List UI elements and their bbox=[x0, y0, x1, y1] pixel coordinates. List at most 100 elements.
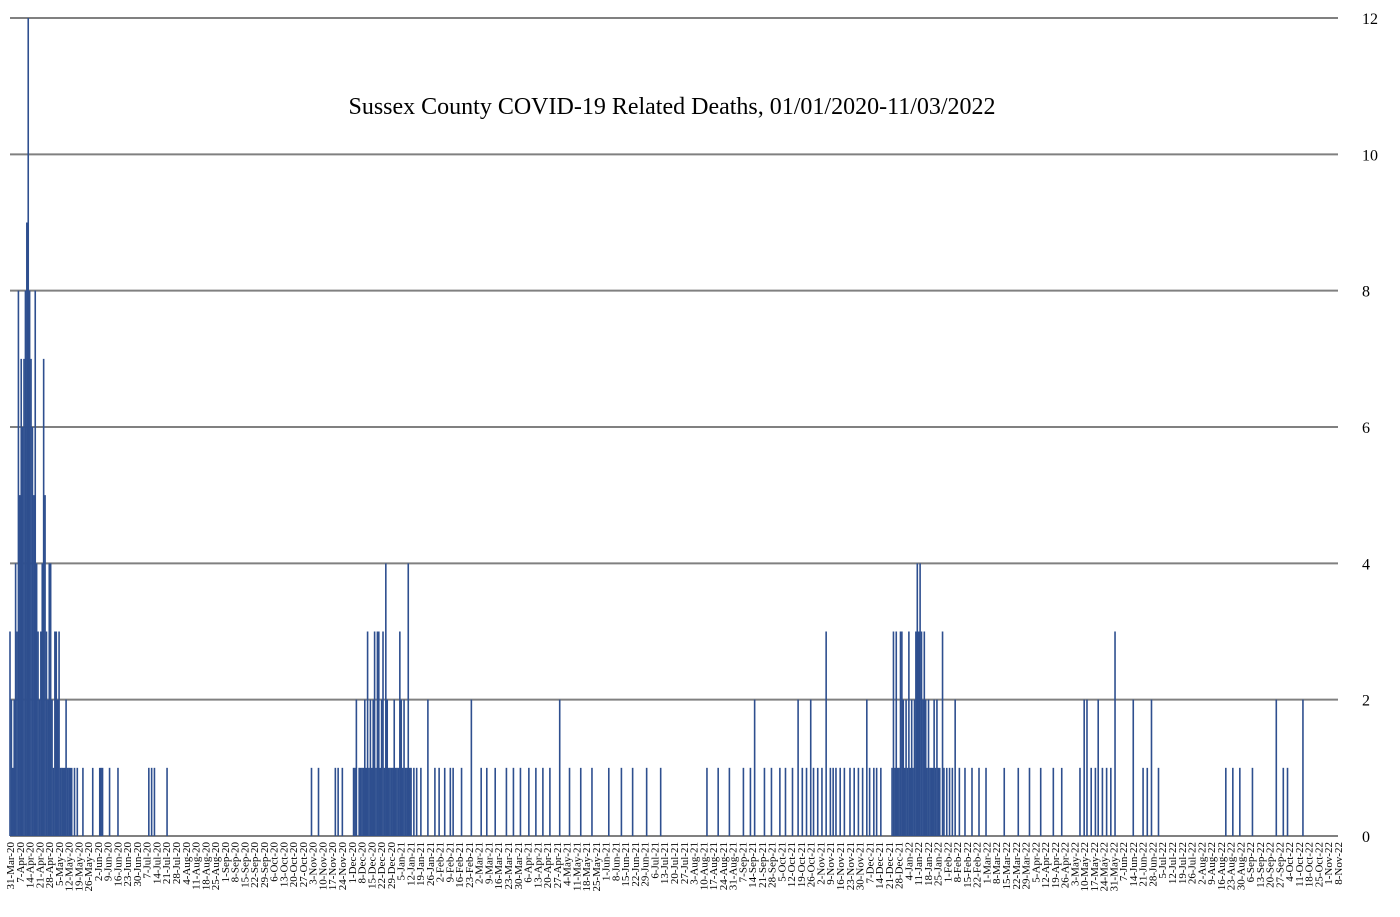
x-tick-label: 6-Oct-20 bbox=[269, 842, 281, 882]
x-tick-label: 6-Jul-21 bbox=[649, 842, 661, 879]
x-tick-label: 16-Mar-21 bbox=[493, 842, 505, 889]
x-tick-label: 30-Mar-21 bbox=[513, 842, 525, 889]
x-tick-label: 28-Jul-20 bbox=[171, 842, 183, 885]
x-tick-label: 22-Jun-21 bbox=[630, 842, 642, 887]
x-tick-label: 25-Aug-20 bbox=[210, 842, 222, 891]
x-tick-label: 7-Jun-22 bbox=[1118, 842, 1130, 881]
x-tick-label: 21-Jun-22 bbox=[1138, 842, 1150, 887]
x-tick-label: 25-Oct-22 bbox=[1313, 842, 1325, 887]
x-tick-label: 13-Oct-20 bbox=[278, 842, 290, 888]
x-tick-label: 18-Aug-20 bbox=[200, 842, 212, 891]
x-tick-label: 3-May-22 bbox=[1069, 842, 1081, 886]
x-tick-label: 5-Apr-22 bbox=[1030, 842, 1042, 883]
x-tick-label: 26-Oct-21 bbox=[806, 842, 818, 887]
x-tick-label: 18-Jan-22 bbox=[923, 842, 935, 886]
x-tick-label: 18-May-21 bbox=[581, 842, 593, 892]
y-tick-label: 6 bbox=[1362, 420, 1370, 437]
x-tick-label: 7-Apr-20 bbox=[15, 842, 27, 883]
x-tick-label: 15-Dec-20 bbox=[366, 842, 378, 890]
x-tick-label: 12-Oct-21 bbox=[786, 842, 798, 887]
x-tick-label: 22-Feb-22 bbox=[972, 842, 984, 888]
x-tick-label: 1-Sep-20 bbox=[220, 842, 232, 883]
x-tick-label: 29-Mar-22 bbox=[1021, 842, 1033, 889]
x-tick-label: 24-Nov-20 bbox=[337, 842, 349, 891]
x-tick-label: 10-Nov-20 bbox=[317, 842, 329, 891]
x-tick-label: 11-May-21 bbox=[571, 842, 583, 891]
x-tick-label: 28-Apr-20 bbox=[44, 842, 56, 889]
x-tick-label: 8-Mar-22 bbox=[991, 842, 1003, 884]
x-tick-label: 16-Jun-20 bbox=[112, 842, 124, 887]
x-tick-label: 14-Sep-21 bbox=[747, 842, 759, 888]
y-axis-ticks: 0 2 4 6 8 10 12 bbox=[1362, 11, 1378, 846]
x-tick-label: 8-Feb-22 bbox=[952, 842, 964, 882]
y-tick-label: 4 bbox=[1362, 556, 1370, 573]
x-tick-label: 9-Mar-21 bbox=[483, 842, 495, 884]
x-tick-label: 5-Oct-21 bbox=[776, 842, 788, 882]
x-tick-label: 26-Jul-22 bbox=[1187, 842, 1199, 884]
x-tick-label: 1-Mar-22 bbox=[981, 842, 993, 884]
x-tick-label: 2-Jun-20 bbox=[93, 842, 105, 882]
x-tick-label: 20-Oct-20 bbox=[288, 842, 300, 888]
x-tick-label: 4-Aug-20 bbox=[181, 842, 193, 885]
x-tick-label: 3-Aug-21 bbox=[689, 842, 701, 885]
x-tick-label: 16-Nov-21 bbox=[835, 842, 847, 890]
x-tick-label: 19-Apr-22 bbox=[1050, 842, 1062, 888]
x-tick-label: 7-Sep-21 bbox=[737, 842, 749, 882]
x-tick-label: 2-Mar-21 bbox=[474, 842, 486, 884]
x-tick-label: 8-Nov-22 bbox=[1333, 842, 1345, 885]
x-tick-label: 19-Oct-21 bbox=[796, 842, 808, 887]
x-tick-label: 21-Sep-21 bbox=[757, 842, 769, 888]
x-tick-label: 29-Dec-20 bbox=[386, 842, 398, 890]
x-tick-label: 9-Jun-20 bbox=[103, 842, 115, 882]
x-tick-label: 8-Jun-21 bbox=[610, 842, 622, 881]
y-tick-label: 0 bbox=[1362, 829, 1370, 846]
x-tick-label: 30-Aug-22 bbox=[1235, 842, 1247, 890]
x-tick-label: 30-Nov-21 bbox=[855, 842, 867, 890]
x-tick-label: 28-Sep-21 bbox=[767, 842, 779, 888]
x-tick-label: 6-Apr-21 bbox=[523, 842, 535, 883]
x-tick-label: 7-Dec-21 bbox=[864, 842, 876, 884]
x-tick-label: 1-Jun-21 bbox=[601, 842, 613, 881]
x-tick-label: 31-Mar-20 bbox=[5, 842, 17, 890]
x-tick-label: 17-Aug-21 bbox=[708, 842, 720, 890]
x-tick-label: 26-May-20 bbox=[83, 842, 95, 892]
x-tick-label: 16-Feb-21 bbox=[454, 842, 466, 888]
x-tick-label: 29-Sep-20 bbox=[259, 842, 271, 888]
x-tick-label: 11-Oct-22 bbox=[1294, 842, 1306, 887]
x-tick-label: 2-Feb-21 bbox=[435, 842, 447, 882]
x-tick-label: 9-Aug-22 bbox=[1206, 842, 1218, 885]
x-tick-label: 1-Feb-22 bbox=[942, 842, 954, 882]
x-tick-label: 3-Nov-20 bbox=[308, 842, 320, 885]
x-tick-label: 26-Jan-21 bbox=[425, 842, 437, 886]
x-tick-label: 23-Feb-21 bbox=[464, 842, 476, 888]
x-tick-label: 15-Feb-22 bbox=[962, 842, 974, 888]
x-tick-label: 18-Oct-22 bbox=[1304, 842, 1316, 887]
x-tick-label: 11-Aug-20 bbox=[191, 842, 203, 890]
x-tick-label: 23-Nov-21 bbox=[845, 842, 857, 890]
x-tick-label: 9-Feb-21 bbox=[444, 842, 456, 882]
x-tick-label: 5-Jan-21 bbox=[396, 842, 408, 881]
x-tick-label: 20-Sep-22 bbox=[1265, 842, 1277, 888]
x-tick-label: 26-Apr-22 bbox=[1060, 842, 1072, 888]
x-tick-label: 29-Jun-21 bbox=[640, 842, 652, 887]
x-tick-label: 2-Aug-22 bbox=[1196, 842, 1208, 885]
x-tick-label: 5-Jul-22 bbox=[1157, 842, 1169, 879]
x-tick-label: 14-Jul-20 bbox=[151, 842, 163, 885]
x-tick-label: 25-May-21 bbox=[591, 842, 603, 892]
x-tick-label: 12-May-20 bbox=[64, 842, 76, 892]
x-tick-label: 13-Sep-22 bbox=[1255, 842, 1267, 888]
x-tick-label: 31-Aug-21 bbox=[728, 842, 740, 890]
x-tick-label: 25-Jan-22 bbox=[933, 842, 945, 886]
y-tick-label: 8 bbox=[1362, 284, 1370, 301]
x-tick-label: 1-Dec-20 bbox=[347, 842, 359, 884]
x-tick-label: 19-Jul-22 bbox=[1177, 842, 1189, 884]
x-tick-label: 21-Apr-20 bbox=[34, 842, 46, 889]
y-tick-label: 2 bbox=[1362, 693, 1370, 710]
x-tick-label: 6-Sep-22 bbox=[1245, 842, 1257, 882]
x-tick-label: 17-Nov-20 bbox=[327, 842, 339, 891]
x-axis-ticks: 31-Mar-207-Apr-2014-Apr-2021-Apr-2028-Ap… bbox=[5, 842, 1345, 892]
y-tick-label: 12 bbox=[1362, 11, 1378, 28]
x-tick-label: 14-Apr-20 bbox=[25, 842, 37, 889]
x-tick-label: 12-Jan-21 bbox=[405, 842, 417, 886]
